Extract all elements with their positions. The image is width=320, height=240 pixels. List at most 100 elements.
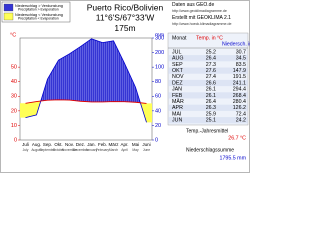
table-header: Niedersch. in mm	[222, 41, 250, 47]
source-line: http://www.geoklimadiagramme.de	[172, 9, 227, 13]
table-month: APR	[172, 105, 183, 111]
table-precip: 147.9	[233, 68, 246, 74]
annual-precip: 1795.5 mm	[220, 155, 247, 161]
y2-tick-label: 0	[155, 137, 158, 143]
page: Puerto Rico/Bolivien 11°6'S/67°33'W 175m…	[0, 0, 250, 173]
x-tick-label: Okt.	[54, 142, 62, 147]
x-tick-label-en: April	[121, 148, 128, 152]
y-tick-label: 10	[11, 123, 17, 129]
table-header: Temp. in °C	[196, 35, 223, 41]
legend-sublabel: Precipitation < Evaporation	[18, 16, 59, 20]
table-row-bg	[168, 55, 248, 62]
table-temp: 25.1	[206, 118, 216, 124]
table-row-bg	[168, 117, 248, 124]
table-temp: 26.4	[206, 99, 216, 105]
y-tick-label: 50	[11, 65, 17, 71]
table-row-bg	[168, 104, 248, 111]
temperature-line	[25, 99, 147, 104]
chart-title: Puerto Rico/Bolivien	[87, 2, 164, 12]
legend-box	[1, 1, 71, 23]
x-tick-label-en: September	[39, 148, 56, 152]
table-row-bg	[168, 67, 248, 74]
table-precip: 126.2	[233, 105, 246, 111]
table-month: NOV	[172, 74, 184, 80]
table-temp: 26.4	[206, 56, 216, 62]
x-tick-label: Apr.	[120, 142, 128, 147]
source-line: Erstellt mit GEOKLIMA 2.1	[172, 15, 231, 21]
y2-tick-label: 200	[155, 50, 164, 56]
x-tick-label: Aug.	[32, 142, 41, 147]
x-tick-label: Sep.	[43, 142, 52, 147]
table-precip: 191.5	[233, 74, 246, 80]
x-tick-label-en: December	[73, 148, 89, 152]
x-tick-label: Feb.	[98, 142, 107, 147]
table-month: JAN	[172, 87, 182, 93]
y2-tick-label: 40	[155, 108, 161, 114]
x-tick-label-en: March	[109, 148, 118, 152]
table-precip: 72.4	[236, 111, 246, 117]
legend-label: Niederschlag > Verdunstung	[15, 4, 63, 8]
x-tick-label-en: August	[31, 148, 41, 152]
y-axis-label: °C	[10, 32, 16, 38]
table-temp: 26.6	[206, 80, 216, 86]
y-tick-label: 20	[11, 108, 17, 114]
x-tick-label-en: May	[132, 148, 139, 152]
source-line: http://www.hoeck.klimadiagramme.de	[172, 22, 232, 26]
table-precip: 30.7	[236, 49, 246, 55]
x-tick-label-en: November	[62, 148, 78, 152]
x-tick-label-en: July	[23, 148, 29, 152]
table-precip: 241.1	[233, 80, 246, 86]
legend-label: Niederschlag < Verdunstung	[15, 13, 63, 17]
source-line: Daten aus GEO.de	[172, 2, 214, 8]
x-tick-label: Jan.	[87, 142, 96, 147]
table-temp: 25.2	[206, 49, 216, 55]
table-precip: 24.2	[236, 118, 246, 124]
precipitation-line	[25, 38, 147, 123]
y2-tick-label: 20	[155, 123, 161, 129]
annual-temp-label: Temp.-Jahresmittel	[186, 128, 228, 134]
humid-area	[20, 38, 152, 104]
y-tick-label: 0	[14, 137, 17, 143]
x-tick-label: Juli	[22, 142, 29, 147]
table-month: AUG	[172, 56, 183, 62]
x-tick-label-en: June	[143, 148, 150, 152]
table-month: MAI	[172, 111, 181, 117]
legend-swatch	[3, 12, 14, 21]
table-temp: 27.4	[206, 74, 216, 80]
y2-tick-label: 80	[155, 79, 161, 85]
table-month: JUN	[172, 118, 182, 124]
x-tick-label: Juni	[142, 142, 150, 147]
legend-sublabel: Precipitation > Evaporation	[18, 7, 59, 11]
chart-subtitle: 11°6'S/67°33'W	[96, 12, 155, 22]
table-header: Monat	[172, 35, 187, 41]
x-tick-label: Nov.	[65, 142, 74, 147]
table-temp: 27.6	[206, 68, 216, 74]
table-month: FEB	[172, 93, 183, 99]
x-tick-label-en: February	[96, 148, 110, 152]
table-month: OKT	[172, 68, 184, 74]
y2-axis-label: mm	[155, 32, 165, 38]
table-temp: 26.3	[206, 105, 216, 111]
table-temp: 25.9	[206, 111, 216, 117]
table-precip: 83.5	[236, 62, 246, 68]
table-temp: 26.1	[206, 87, 216, 93]
x-tick-label: Dez.	[76, 142, 85, 147]
x-tick-label-en: January	[86, 148, 98, 152]
y2-tick-label: 300	[155, 35, 164, 41]
x-tick-label: März	[109, 142, 120, 147]
table-row-bg	[168, 92, 248, 99]
table-precip: 34.5	[236, 56, 246, 62]
table-temp: 27.3	[206, 62, 216, 68]
y2-tick-label: 60	[155, 94, 161, 100]
annual-temp: 26.7 °C	[228, 135, 246, 141]
table-precip: 294.4	[233, 87, 246, 93]
table-month: MÄR	[172, 98, 184, 105]
x-tick-label: Mai	[132, 142, 139, 147]
legend-swatch	[3, 3, 14, 12]
elevation: 175m	[114, 23, 135, 33]
table-month: DEZ	[172, 80, 183, 86]
table-month: JUL	[172, 49, 181, 55]
table-row-bg	[168, 79, 248, 87]
y-tick-label: 30	[11, 94, 17, 100]
y2-tick-label: 100	[155, 65, 164, 71]
